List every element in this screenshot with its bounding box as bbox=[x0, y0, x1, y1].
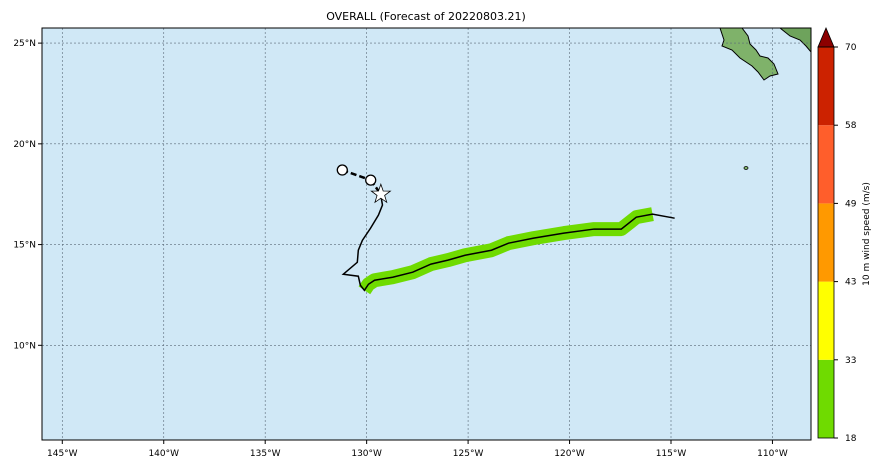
lon-tick-label: 120°W bbox=[554, 449, 585, 459]
map-area: 145°W 140°W 135°W 130°W 125°W 120°W 115°W 110°W… bbox=[13, 27, 812, 459]
colorbar-tick-label: 49 bbox=[845, 199, 857, 209]
past-position-marker bbox=[336, 164, 348, 176]
colorbar-segment bbox=[818, 359, 834, 438]
lon-tick-label: 130°W bbox=[351, 449, 382, 459]
lon-tick-label: 135°W bbox=[250, 449, 281, 459]
colorbar-segment bbox=[818, 125, 834, 204]
colorbar-tick-label: 33 bbox=[845, 356, 856, 366]
lon-tick-label: 145°W bbox=[47, 449, 78, 459]
colorbar-tick-label: 58 bbox=[845, 121, 857, 131]
colorbar-segment bbox=[818, 47, 834, 126]
colorbar-tick-label: 43 bbox=[845, 278, 856, 288]
lat-tick-label: 20°N bbox=[13, 140, 36, 150]
colorbar-tick-label: 18 bbox=[845, 434, 857, 444]
lat-tick-label: 25°N bbox=[13, 39, 36, 49]
current-position-star-icon bbox=[370, 182, 392, 204]
colorbar: 18 33 43 49 58 70 bbox=[817, 26, 857, 444]
lat-tick-label: 10°N bbox=[13, 341, 36, 351]
baja-california-land bbox=[719, 27, 779, 81]
colorbar-label: 10 m wind speed (m/s) bbox=[862, 182, 872, 286]
colorbar-frame bbox=[817, 46, 835, 439]
lon-tick-label: 115°W bbox=[656, 449, 687, 459]
ocean-background bbox=[42, 28, 811, 440]
lon-tick-label: 125°W bbox=[453, 449, 484, 459]
figure-title: OVERALL (Forecast of 20220803.21) bbox=[326, 10, 526, 23]
colorbar-segment bbox=[818, 203, 834, 282]
colorbar-extend-arrow bbox=[817, 26, 835, 48]
lat-tick-label: 15°N bbox=[13, 241, 36, 251]
lon-tick-label: 110°W bbox=[757, 449, 788, 459]
island bbox=[743, 166, 749, 170]
lon-tick-label: 140°W bbox=[148, 449, 179, 459]
forecast-track-line bbox=[341, 193, 675, 292]
colorbar-tick-label: 70 bbox=[845, 43, 857, 53]
past-position-marker bbox=[365, 174, 377, 186]
colorbar-segment bbox=[818, 281, 834, 360]
map-frame bbox=[41, 27, 812, 441]
